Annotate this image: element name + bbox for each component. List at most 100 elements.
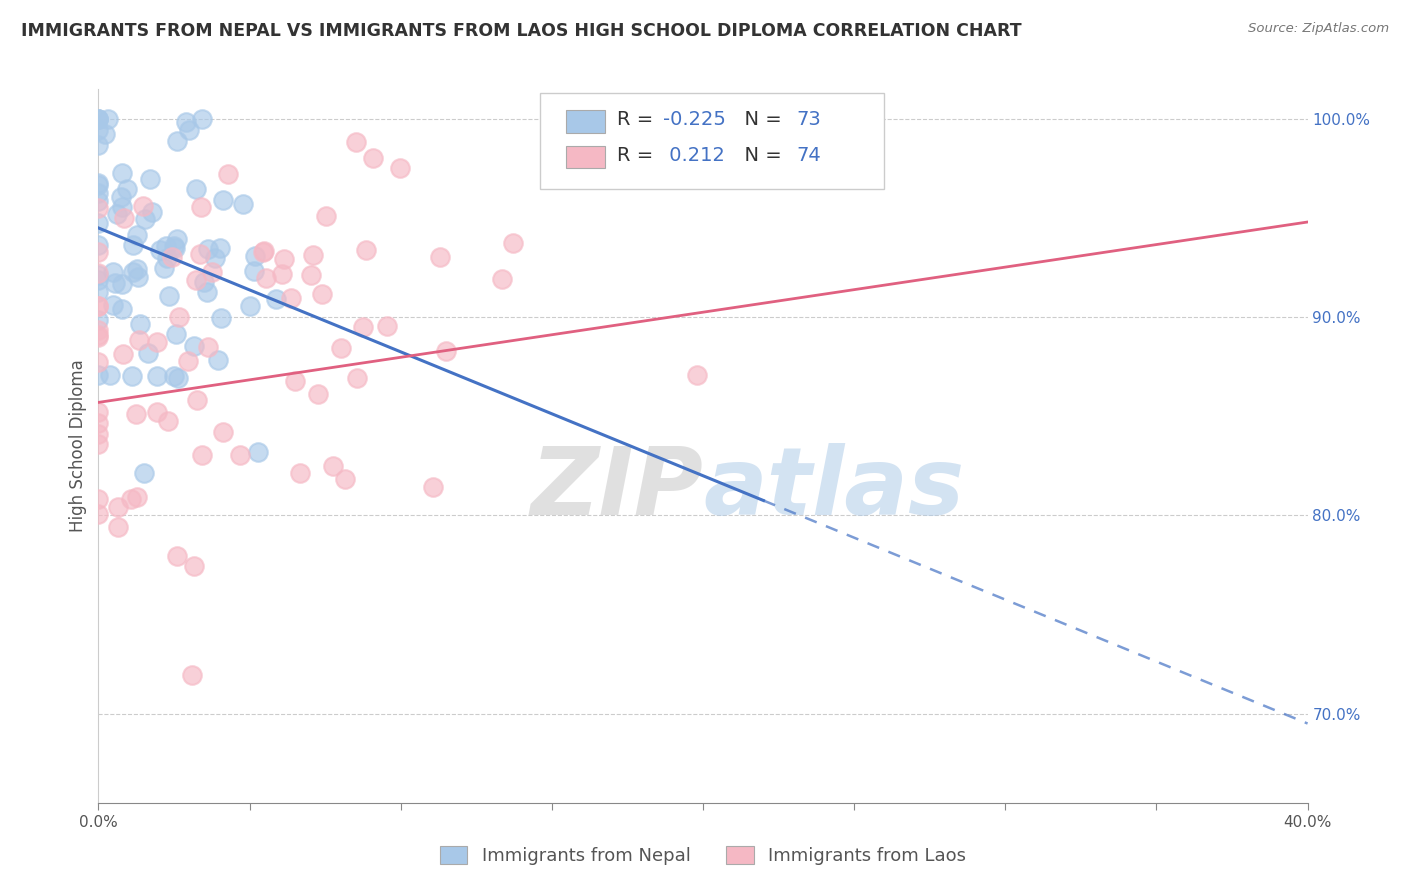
Point [87, 327, 110, 342]
Point [197, 242, 219, 256]
Point [193, 275, 215, 289]
Point [87, 437, 110, 451]
Text: IMMIGRANTS FROM NEPAL VS IMMIGRANTS FROM LAOS HIGH SCHOOL DIPLOMA CORRELATION CH: IMMIGRANTS FROM NEPAL VS IMMIGRANTS FROM… [21, 22, 1022, 40]
Point [333, 472, 356, 486]
Point [204, 251, 226, 265]
Point [87, 416, 110, 430]
Point [122, 265, 145, 279]
Point [87, 405, 110, 419]
Point [252, 244, 274, 259]
Point [208, 241, 231, 255]
Point [94, 127, 117, 141]
Point [125, 407, 148, 421]
Point [184, 182, 207, 196]
Point [107, 520, 129, 534]
Point [550, 159, 572, 173]
Point [87, 123, 110, 137]
Point [163, 242, 186, 256]
Point [101, 298, 124, 312]
Point [87, 273, 110, 287]
Point [87, 176, 110, 190]
Point [330, 341, 353, 355]
Point [361, 151, 384, 165]
Point [111, 301, 134, 316]
Point [87, 266, 110, 280]
Point [354, 243, 377, 257]
Point [177, 123, 200, 137]
Point [180, 667, 202, 681]
Point [315, 209, 337, 223]
Point [111, 166, 134, 180]
Point [87, 427, 110, 442]
Point [191, 448, 214, 462]
Point [243, 249, 266, 263]
Point [87, 112, 110, 126]
Point [352, 319, 374, 334]
Point [111, 277, 134, 291]
Point [155, 239, 177, 253]
Point [87, 238, 110, 252]
Point [87, 112, 110, 126]
Point [188, 246, 211, 260]
Point [87, 178, 110, 192]
Point [127, 262, 149, 277]
Text: ZIP: ZIP [530, 442, 703, 535]
Point [115, 182, 138, 196]
Point [87, 299, 110, 313]
Point [166, 549, 188, 563]
FancyBboxPatch shape [540, 93, 884, 189]
Point [271, 267, 294, 281]
Point [166, 232, 188, 246]
Point [166, 371, 188, 385]
Point [87, 194, 110, 208]
Point [491, 272, 513, 286]
Point [201, 265, 224, 279]
Text: R =: R = [617, 111, 659, 129]
Point [163, 238, 186, 252]
Point [104, 276, 127, 290]
Point [239, 299, 262, 313]
Point [128, 333, 150, 347]
FancyBboxPatch shape [567, 145, 605, 169]
Point [121, 237, 143, 252]
Point [165, 326, 187, 341]
Point [183, 558, 205, 573]
Point [429, 250, 451, 264]
Point [112, 211, 135, 225]
Point [434, 343, 457, 358]
Point [346, 371, 368, 385]
Point [153, 260, 176, 275]
Point [183, 339, 205, 353]
Y-axis label: High School Diploma: High School Diploma [69, 359, 87, 533]
Point [301, 248, 323, 262]
Point [322, 458, 344, 473]
Point [131, 199, 153, 213]
Point [129, 317, 152, 331]
Point [87, 285, 110, 299]
Point [125, 491, 148, 505]
Point [284, 375, 307, 389]
Text: 0.212: 0.212 [664, 146, 725, 165]
Point [110, 200, 132, 214]
Point [107, 500, 129, 514]
Point [422, 480, 444, 494]
Point [191, 112, 214, 126]
Point [190, 200, 212, 214]
Point [87, 201, 110, 215]
Point [162, 250, 184, 264]
Point [195, 285, 218, 299]
Point [87, 312, 110, 326]
Point [228, 448, 250, 462]
Point [87, 138, 110, 153]
Point [87, 368, 110, 383]
Point [184, 273, 207, 287]
Point [87, 186, 110, 201]
Point [87, 268, 110, 282]
Point [121, 369, 143, 384]
Point [167, 310, 190, 325]
Text: Source: ZipAtlas.com: Source: ZipAtlas.com [1249, 22, 1389, 36]
Point [311, 287, 333, 301]
Point [110, 190, 132, 204]
Point [87, 330, 110, 344]
Point [97, 112, 120, 126]
